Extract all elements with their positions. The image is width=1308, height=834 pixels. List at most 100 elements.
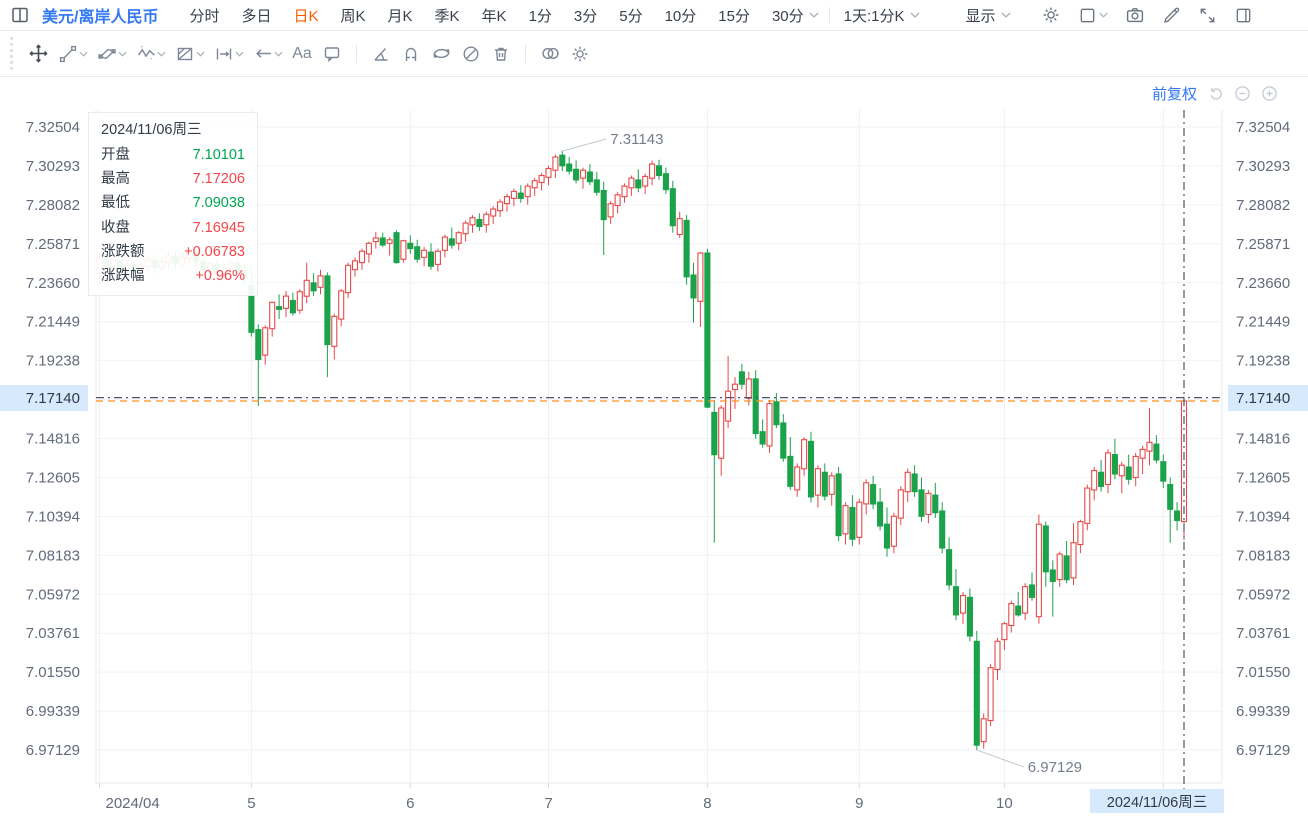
axis-label: 7.12605 [26,469,80,486]
compare-tool-icon[interactable] [535,39,565,69]
tooltip-value-1: 7.17206 [192,171,245,188]
cycle-tool-icon[interactable] [426,39,456,69]
chevron-down-icon[interactable] [118,51,127,57]
composite-period-label: 1天:1分K [843,7,905,25]
axis-label: 7.10394 [26,508,80,525]
tab-10min[interactable]: 10分 [664,7,697,25]
axis-label: 7 [544,795,552,812]
tab-1min[interactable]: 1分 [528,7,552,25]
toolbar-separator [828,7,830,23]
pattern-tool-icon[interactable] [170,39,200,69]
chevron-down-icon[interactable] [157,51,166,57]
axis-label: 8 [703,795,711,812]
magnet-tool-icon[interactable] [396,39,426,69]
tooltip-date: 2024/11/06周三 [101,122,202,138]
edit-pencil-icon[interactable] [1162,6,1181,25]
channel-tool-icon[interactable] [92,39,122,69]
axis-label: 7.14816 [26,431,80,448]
axis-label: 7.21449 [26,314,80,331]
chevron-down-icon[interactable] [235,51,244,57]
drawing-toolbar: Aa [0,31,1308,77]
chart-layout-menu[interactable] [1078,6,1108,25]
angle-tool-icon[interactable] [366,39,396,69]
tab-weekly-k[interactable]: 周K [340,7,366,25]
tooltip-value-2: 7.09038 [192,195,245,212]
candlestick-series [96,151,1188,750]
move-tool-icon[interactable] [23,39,53,69]
chevron-down-icon [1099,12,1108,18]
axis-label: 7.30293 [1236,158,1290,175]
right-panel-icon[interactable] [1234,6,1253,25]
zoom-out-icon[interactable] [1234,85,1251,102]
adjust-mode-button[interactable]: 前复权 [1152,86,1198,103]
axis-label: 7.30293 [26,158,80,175]
symbol-name[interactable]: 美元/离岸人民币 [42,9,159,26]
axis-label: 7.32504 [1236,119,1290,136]
axis-label: 7.05972 [1236,586,1290,603]
crosshair-date-label: 2024/11/06周三 [1090,789,1224,813]
toolbar-separator [525,44,526,63]
tooltip-value-4: +0.06783 [184,243,245,260]
chevron-down-icon[interactable] [274,51,283,57]
tab-daily-k[interactable]: 日K [293,7,319,25]
tab-minute-line[interactable]: 分时 [189,7,220,25]
chevron-down-icon[interactable] [196,51,205,57]
tab-3min[interactable]: 3分 [573,7,598,25]
axis-label: 7.12605 [1236,469,1290,486]
axis-label: 6.99339 [26,703,80,720]
axis-label: 7.03761 [26,625,80,642]
tooltip-value-5: +0.96% [195,268,245,285]
chart-area: 2024/04 5 6 7 8 9 10 7.31143 6.97129 7.32504 7.325… [0,77,1308,834]
tab-multi-day[interactable]: 多日 [241,7,272,25]
text-tool[interactable]: Aa [292,44,312,62]
display-menu[interactable]: 显示 [962,5,1015,26]
tab-yearly-k[interactable]: 年K [481,7,507,25]
fullscreen-icon[interactable] [1198,6,1217,25]
trend-line-tool-icon[interactable] [53,39,83,69]
tab-monthly-k[interactable]: 月K [387,7,413,25]
delete-tool-icon[interactable] [486,39,516,69]
tab-30min[interactable]: 30分 [771,7,804,25]
screenshot-camera-icon[interactable] [1125,5,1145,25]
undo-icon[interactable] [1207,85,1224,102]
display-menu-label: 显示 [965,7,996,25]
wave-tool-icon[interactable] [131,39,161,69]
hide-drawings-icon[interactable] [456,39,486,69]
tooltip-row-change-pct: 涨跌幅 +0.96% [101,264,245,288]
axis-label: 7.25871 [26,236,80,253]
tab-5min[interactable]: 5分 [619,7,643,25]
top-toolbar: 美元/离岸人民币 分时 多日 日K 周K 月K 季K 年K 1分 3分 5分 1… [0,0,1308,31]
axis-label: 2024/04 [106,795,160,812]
axis-label: 7.19238 [1236,353,1290,370]
axis-label: 7.21449 [1236,314,1290,331]
measure-tool-icon[interactable] [209,39,239,69]
axis-label: 6.97129 [26,742,80,759]
toolbar-separator [356,44,357,63]
tab-quarterly-k[interactable]: 季K [434,7,460,25]
tab-15min[interactable]: 15分 [718,7,750,25]
axis-label: 6 [406,795,414,812]
tooltip-row-change: 涨跌额 +0.06783 [101,240,245,264]
axis-label: 5 [247,795,255,812]
crosshair-price-label-right: 7.17140 [1228,385,1308,411]
axis-label: 7.19238 [26,353,80,370]
axis-label: 7.03761 [1236,625,1290,642]
draw-settings-gear-icon[interactable] [565,39,595,69]
axis-label: 7.08183 [26,547,80,564]
comment-tool-icon[interactable] [317,39,347,69]
chevron-down-icon[interactable] [79,51,88,57]
chart-settings-gear-icon[interactable] [1041,5,1061,25]
window-layout-icon[interactable] [10,5,30,25]
axis-label: 7.32504 [26,119,80,136]
axis-label: 6.97129 [1028,759,1082,776]
composite-period-menu[interactable]: 1天:1分K [840,5,924,26]
axis-label: 7.05972 [26,586,80,603]
toolbar-drag-handle[interactable] [10,37,13,70]
axis-label: 7.10394 [1236,508,1290,525]
chevron-down-icon[interactable] [809,12,819,18]
chevron-down-icon [910,12,920,18]
axis-label: 6.99339 [1236,703,1290,720]
axis-label: 6.97129 [1236,742,1290,759]
arrow-mark-tool-icon[interactable] [248,39,278,69]
zoom-in-icon[interactable] [1261,85,1278,102]
